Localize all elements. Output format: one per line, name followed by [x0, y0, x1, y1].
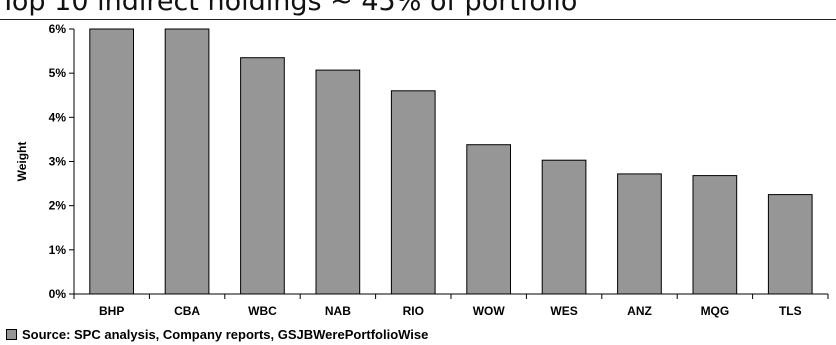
chart-legend: Source: SPC analysis, Company reports, G…: [6, 327, 428, 342]
x-tick-label: WES: [550, 304, 577, 318]
y-tick-label: 3%: [49, 155, 67, 169]
x-tick-label: NAB: [325, 304, 351, 318]
x-tick-label: BHP: [99, 304, 124, 318]
bar-bhp: [89, 28, 135, 295]
bar-wbc: [240, 57, 285, 295]
x-tick-label: WOW: [473, 304, 506, 318]
x-tick-label: WBC: [248, 304, 277, 318]
bar-tls: [767, 194, 813, 295]
title-divider: [0, 19, 836, 20]
x-tick-label: ANZ: [627, 304, 652, 318]
x-tick-label: TLS: [779, 304, 802, 318]
bar-wow: [466, 144, 511, 295]
legend-swatch: [6, 329, 17, 340]
y-tick-label: 5%: [49, 66, 67, 80]
x-tick-label: CBA: [174, 304, 200, 318]
bar-wes: [541, 159, 587, 295]
bar-anz: [617, 173, 662, 295]
bar-nab: [315, 69, 361, 295]
x-tick-label: MQG: [701, 304, 730, 318]
source-note: Source: SPC analysis, Company reports, G…: [22, 327, 429, 342]
y-tick-label: 2%: [49, 199, 67, 213]
slide-title: Top 10 indirect holdings ~ 45% of portfo…: [0, 0, 578, 17]
y-tick-label: 1%: [49, 243, 67, 257]
bar-rio: [390, 90, 436, 295]
y-tick-label: 0%: [49, 287, 67, 301]
y-tick-label: 4%: [49, 110, 67, 124]
y-axis-label: Weight: [15, 142, 29, 182]
bar-cba: [164, 28, 210, 295]
x-tick-label: RIO: [403, 304, 424, 318]
bar-mqg: [692, 175, 738, 295]
y-tick-label: 6%: [49, 22, 67, 36]
